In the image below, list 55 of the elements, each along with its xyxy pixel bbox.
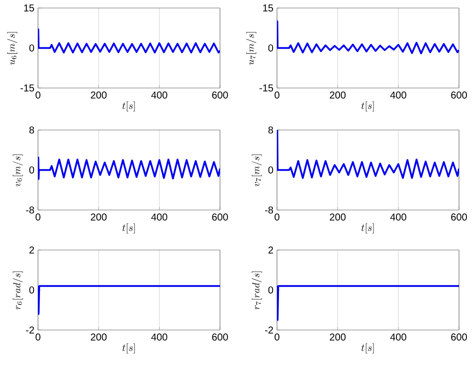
- y-tick-label: 15: [263, 4, 274, 12]
- x-axis-title: $t[s]$: [122, 223, 135, 234]
- x-tick-label: 0: [36, 92, 40, 99]
- y-tick-label: 0: [268, 44, 274, 52]
- y-tick-label: -8: [26, 206, 34, 214]
- line-series: [38, 156, 220, 180]
- y-tick-label: 0: [29, 44, 34, 52]
- x-tick-label: 400: [390, 334, 406, 341]
- y-axis-title: $r_6[rad/s]$: [12, 272, 23, 310]
- x-tick-label: 0: [274, 92, 280, 99]
- x-tick-label: 600: [212, 92, 228, 99]
- x-tick-label: 600: [451, 214, 467, 221]
- y-tick-label: -15: [20, 84, 34, 92]
- x-tick-label: 200: [90, 92, 107, 99]
- x-tick-label: 0: [36, 334, 40, 341]
- y-tick-label: 0: [268, 166, 274, 174]
- y-tick-label: -2: [265, 326, 273, 334]
- x-tick-label: 600: [212, 334, 228, 341]
- x-tick-label: 400: [390, 214, 406, 221]
- x-tick-label: 600: [451, 92, 467, 99]
- x-tick-label: 0: [36, 214, 40, 221]
- y-tick-label: 8: [29, 126, 34, 134]
- y-tick-label: 8: [268, 126, 274, 134]
- x-tick-label: 600: [212, 214, 228, 221]
- x-tick-label: 200: [330, 214, 346, 221]
- x-tick-label: 200: [90, 334, 107, 341]
- x-axis-title: $t[s]$: [361, 101, 374, 112]
- y-axis-title: $v_7[m/s]$: [252, 154, 262, 186]
- y-axis-title: $v_6[m/s]$: [12, 154, 23, 186]
- y-tick-label: 2: [29, 246, 34, 254]
- x-axis-title: $t[s]$: [361, 343, 374, 354]
- x-tick-label: 200: [330, 92, 346, 99]
- y-tick-label: -8: [265, 206, 274, 214]
- y-tick-label: 15: [24, 4, 34, 12]
- y-tick-label: -2: [26, 326, 34, 334]
- y-axis-title: $r_7[rad/s]$: [252, 272, 262, 310]
- x-tick-label: 0: [274, 334, 280, 341]
- x-axis-title: $t[s]$: [361, 223, 374, 234]
- x-axis-title: $t[s]$: [122, 101, 135, 112]
- x-tick-label: 0: [274, 214, 280, 221]
- y-tick-label: 0: [268, 286, 274, 294]
- x-tick-label: 600: [451, 334, 467, 341]
- x-tick-label: 200: [90, 214, 107, 221]
- x-axis-title: $t[s]$: [122, 343, 135, 354]
- x-tick-label: 400: [151, 92, 168, 99]
- y-axis-title: $u_6[m/s]$: [7, 32, 18, 65]
- y-tick-label: 0: [29, 286, 34, 294]
- x-tick-label: 400: [151, 334, 168, 341]
- y-axis-title: $u_7[m/s]$: [246, 32, 256, 65]
- y-tick-label: 2: [268, 246, 273, 254]
- y-tick-label: -15: [260, 84, 274, 92]
- x-tick-label: 400: [390, 92, 406, 99]
- x-tick-label: 400: [151, 214, 168, 221]
- x-tick-label: 200: [330, 334, 346, 341]
- y-tick-label: 0: [29, 166, 34, 174]
